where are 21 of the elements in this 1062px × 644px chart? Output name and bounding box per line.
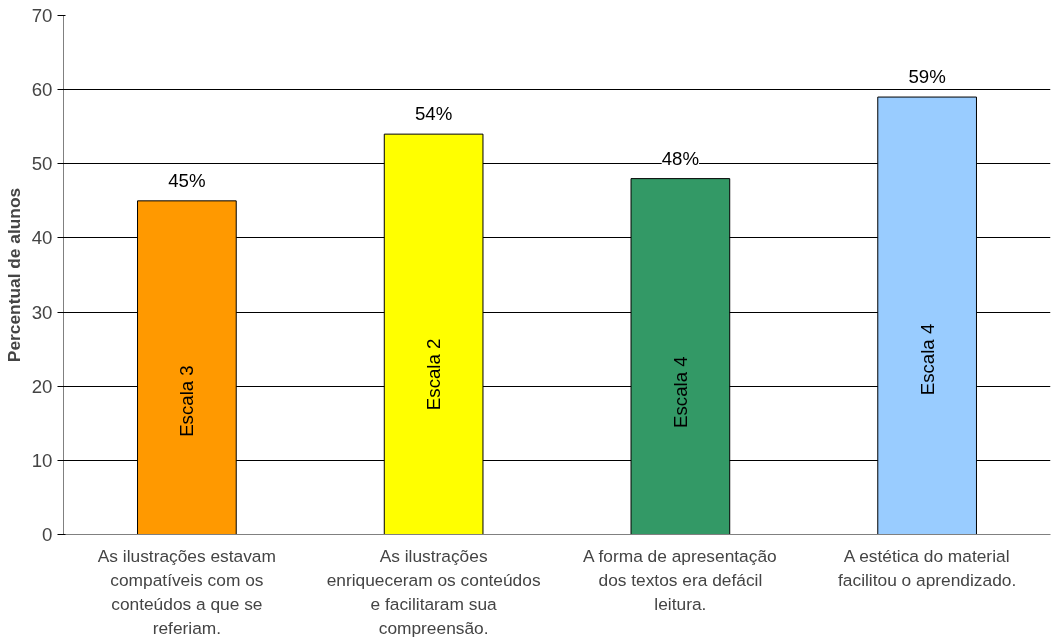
y-tick-label: 40 bbox=[31, 227, 53, 249]
x-tick-label: As ilustrações enriqueceram os conteúdos e facilitaram sua compreensão. bbox=[326, 545, 541, 638]
y-tick-label: 50 bbox=[31, 153, 53, 175]
x-tick-label: As ilustrações estavam compatíveis com os conteúdos a que se referiam. bbox=[97, 545, 276, 638]
annotation: Escala 3 bbox=[176, 365, 198, 437]
y-tick-label: 20 bbox=[31, 375, 53, 397]
x-tick-label: A forma de apresentação dos textos era defácil leitura. bbox=[583, 545, 777, 614]
annotation: Escala 4 bbox=[669, 356, 691, 428]
y-tick-label: 70 bbox=[31, 5, 53, 26]
data-label: 59% bbox=[908, 66, 946, 88]
data-label: 45% bbox=[168, 169, 206, 191]
data-label: 48% bbox=[661, 147, 700, 169]
annotation: Escala 2 bbox=[423, 338, 445, 411]
y-tick-label: 10 bbox=[31, 449, 53, 471]
x-tick-label: A estética do material facilitou o aprendizado. bbox=[838, 545, 1017, 590]
annotation: Escala 4 bbox=[916, 323, 938, 396]
y-tick-label: 60 bbox=[31, 79, 53, 101]
data-label: 54% bbox=[414, 103, 453, 125]
y-tick-label: 0 bbox=[42, 524, 53, 545]
y-tick-label: 30 bbox=[31, 301, 53, 323]
y-axis-title: Percentual de alunos bbox=[3, 187, 24, 363]
